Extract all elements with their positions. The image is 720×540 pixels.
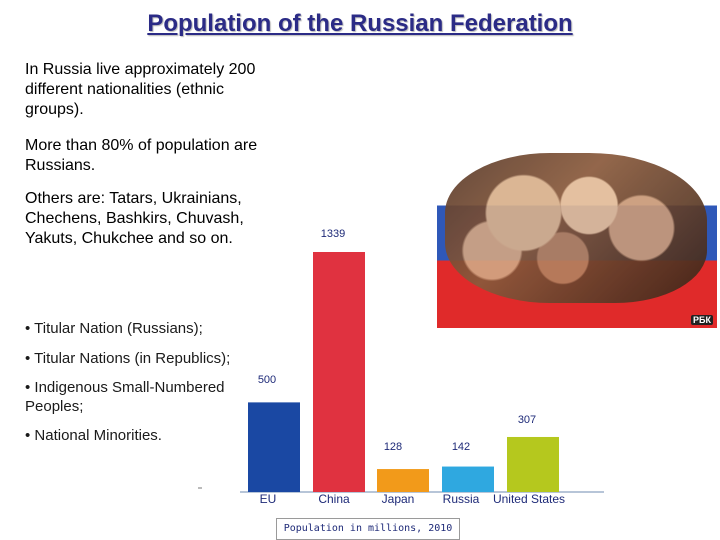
slide-title: Population of the Russian Federation — [147, 10, 573, 37]
bar-japan — [377, 469, 429, 492]
category-label-russia: Russia — [443, 492, 480, 506]
value-label-japan: 128 — [384, 441, 402, 453]
category-label-united-states: United States — [493, 492, 565, 506]
bullet-indigenous-peoples: • Indigenous Small-Numbered Peoples; — [25, 379, 225, 415]
bar-russia — [442, 466, 494, 492]
value-label-russia: 142 — [452, 441, 470, 453]
paragraph-russians-share: More than 80% of population are Russians… — [25, 137, 258, 174]
paragraph-other-groups: Others are: Tatars, Ukrainians, Chechens… — [25, 190, 244, 247]
bullet-national-minorities: • National Minorities. — [25, 427, 162, 444]
bar-united-states — [507, 436, 559, 492]
category-label-japan: Japan — [382, 492, 415, 506]
value-label-united-states: 307 — [518, 414, 536, 426]
category-label-china: China — [318, 492, 350, 506]
paragraph-nationalities: In Russia live approximately 200 differe… — [25, 61, 256, 118]
people-flag-photo: РБК — [437, 145, 717, 328]
bar-china — [313, 252, 365, 492]
value-label-china: 1339 — [321, 228, 345, 240]
chart-caption: Population in millions, 2010 — [276, 518, 460, 540]
bullet-titular-nations-republics: • Titular Nations (in Republics); — [25, 350, 231, 367]
value-label-eu: 500 — [258, 374, 276, 386]
category-label-eu: EU — [260, 492, 277, 506]
rbk-logo: РБК — [691, 315, 713, 325]
bullet-titular-nation: • Titular Nation (Russians); — [25, 320, 203, 337]
bar-eu — [248, 402, 300, 492]
crowd-image — [445, 153, 707, 303]
